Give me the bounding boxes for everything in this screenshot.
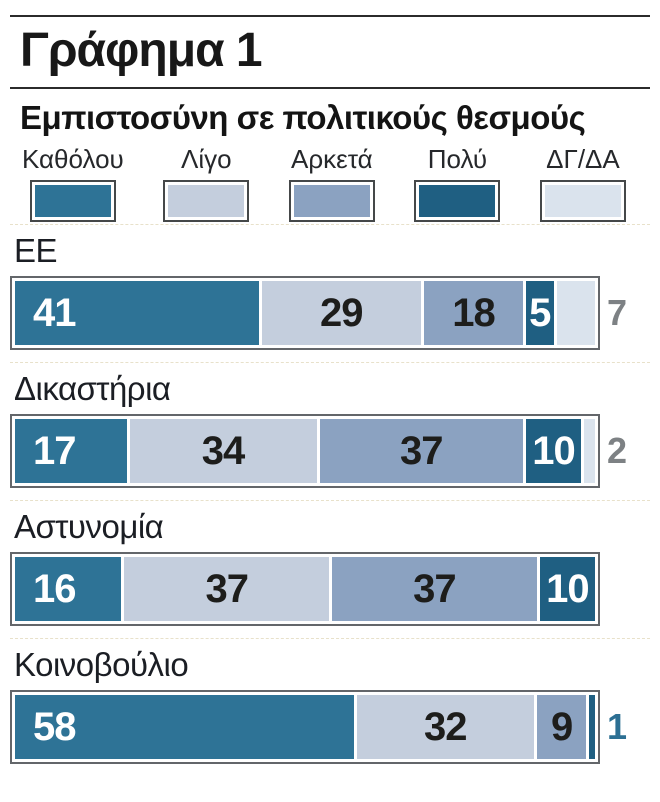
bar-segment-arketa: 37 bbox=[319, 418, 523, 483]
legend-swatch-arketa bbox=[288, 179, 375, 222]
segment-value: 58 bbox=[33, 704, 76, 749]
stacked-bar: 16 37 37 10 bbox=[10, 551, 600, 626]
bar-line: 58 32 9 1 bbox=[10, 689, 650, 764]
legend-swatch-poly bbox=[414, 179, 501, 222]
bar-segment-ligo: 32 bbox=[356, 694, 534, 759]
stacked-bar: 58 32 9 bbox=[10, 689, 600, 764]
segment-value: 37 bbox=[413, 566, 456, 611]
segment-value: 18 bbox=[452, 290, 495, 335]
legend-swatch-dgda bbox=[539, 179, 626, 222]
bar-row: Δικαστήρια 17 34 37 10 2 bbox=[10, 361, 650, 488]
segment-value: 29 bbox=[320, 290, 363, 335]
bar-row: Κοινοβούλιο 58 32 9 1 bbox=[10, 637, 650, 764]
segment-value: 9 bbox=[550, 704, 573, 749]
bar-segment-katholou: 17 bbox=[15, 418, 127, 483]
bar-segment-dgda bbox=[556, 280, 595, 345]
bar-segment-poly bbox=[589, 694, 595, 759]
segment-value: 10 bbox=[546, 566, 589, 611]
segment-value: 32 bbox=[423, 704, 467, 749]
bar-line: 17 34 37 10 2 bbox=[10, 413, 650, 488]
outside-value: 2 bbox=[607, 429, 627, 471]
bar-row: ΕΕ 41 29 18 5 7 bbox=[10, 223, 650, 350]
segment-value: 37 bbox=[205, 566, 249, 611]
bar-segment-dgda bbox=[584, 418, 595, 483]
bar-row: Αστυνομία 16 37 37 10 bbox=[10, 499, 650, 626]
bar-line: 41 29 18 5 7 bbox=[10, 275, 650, 350]
bar-segment-poly: 5 bbox=[526, 280, 554, 345]
bar-segment-poly: 10 bbox=[539, 556, 595, 621]
stacked-bar: 17 34 37 10 bbox=[10, 413, 600, 488]
bar-segment-ligo: 37 bbox=[124, 556, 330, 621]
outside-value: 7 bbox=[607, 291, 627, 333]
bar-segment-ligo: 34 bbox=[129, 418, 317, 483]
legend-swatch-katholou bbox=[29, 179, 116, 222]
bar-segment-ligo: 29 bbox=[261, 280, 421, 345]
legend-item-katholou: Καθόλου bbox=[22, 143, 124, 222]
legend-label: ΔΓ/ΔΑ bbox=[546, 143, 620, 174]
segment-value: 10 bbox=[532, 428, 575, 473]
segment-value: 41 bbox=[33, 290, 76, 335]
bar-segment-katholou: 58 bbox=[15, 694, 354, 759]
outside-value: 1 bbox=[607, 705, 627, 747]
legend-item-dgda: ΔΓ/ΔΑ bbox=[539, 143, 626, 222]
legend-label: Λίγο bbox=[181, 143, 232, 174]
legend-item-ligo: Λίγο bbox=[163, 143, 250, 222]
legend-swatch-ligo bbox=[163, 179, 250, 222]
bar-segment-poly: 10 bbox=[526, 418, 581, 483]
bar-segment-arketa: 9 bbox=[536, 694, 587, 759]
category-label: Αστυνομία bbox=[14, 507, 164, 545]
legend-item-arketa: Αρκετά bbox=[288, 143, 375, 222]
legend-label: Πολύ bbox=[427, 143, 488, 174]
top-rule bbox=[10, 15, 650, 17]
bar-segment-arketa: 37 bbox=[332, 556, 537, 621]
segment-value: 34 bbox=[201, 428, 245, 473]
chart-subtitle: Εμπιστοσύνη σε πολιτικούς θεσμούς bbox=[20, 99, 586, 137]
segment-value: 16 bbox=[33, 566, 76, 611]
bar-segment-katholou: 41 bbox=[15, 280, 259, 345]
category-label: ΕΕ bbox=[14, 231, 58, 269]
stacked-bar: 41 29 18 5 bbox=[10, 275, 600, 350]
legend: Καθόλου Λίγο Αρκετά Πολύ ΔΓ/ΔΑ bbox=[10, 143, 650, 222]
legend-item-poly: Πολύ bbox=[414, 143, 501, 222]
segment-value: 5 bbox=[529, 290, 551, 335]
bar-segment-arketa: 18 bbox=[424, 280, 523, 345]
legend-label: Καθόλου bbox=[22, 143, 124, 174]
title-divider bbox=[10, 87, 650, 90]
category-label: Δικαστήρια bbox=[14, 369, 171, 407]
bar-line: 16 37 37 10 bbox=[10, 551, 650, 626]
segment-value: 17 bbox=[33, 428, 76, 473]
legend-label: Αρκετά bbox=[291, 143, 373, 174]
bar-segment-katholou: 16 bbox=[15, 556, 122, 621]
page-title: Γράφημα 1 bbox=[20, 24, 263, 77]
bars-area: ΕΕ 41 29 18 5 7 Δικαστήρια 17 34 37 10 2 Αστυνομία 16… bbox=[10, 223, 650, 764]
category-label: Κοινοβούλιο bbox=[14, 645, 189, 683]
segment-value: 37 bbox=[400, 428, 443, 473]
